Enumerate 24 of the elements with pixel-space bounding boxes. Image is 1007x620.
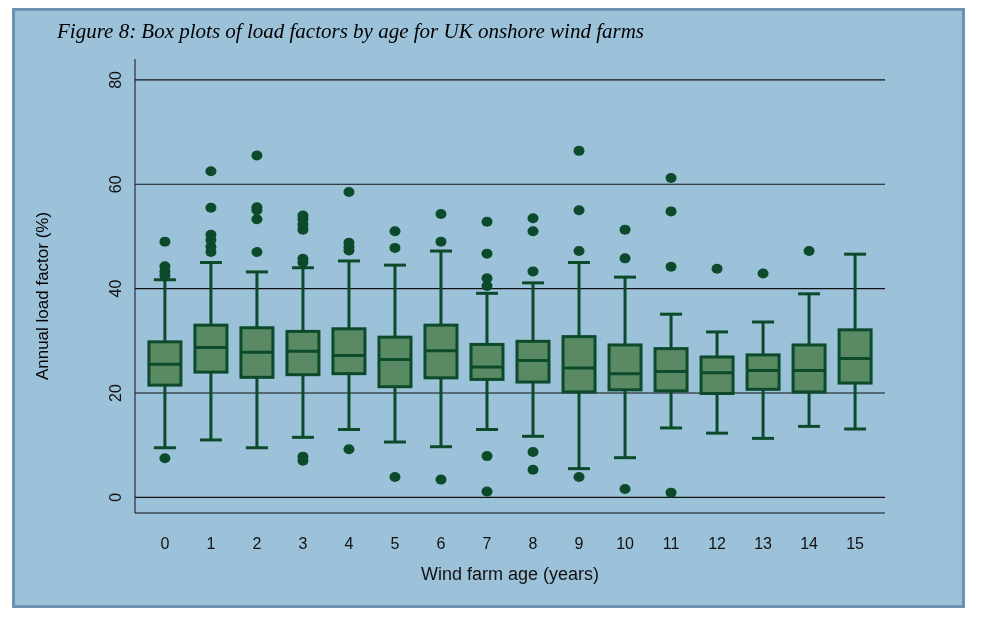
x-tick-label: 10	[616, 535, 635, 552]
y-axis-title: Annual load factor (%)	[33, 211, 53, 381]
x-tick-label: 8	[528, 535, 538, 552]
x-tick-label: 0	[160, 535, 170, 552]
x-tick-label: 6	[436, 535, 446, 552]
chart-title: Figure 8: Box plots of load factors by age for UK onshore wind farms	[56, 18, 645, 45]
x-tick-label: 14	[800, 535, 819, 552]
x-tick-label: 9	[574, 535, 584, 552]
x-axis-title: Wind farm age (years)	[420, 564, 600, 584]
y-tick-label: 0	[107, 492, 124, 502]
x-tick-label: 13	[754, 535, 773, 552]
y-tick-label: 60	[107, 175, 124, 194]
x-tick-label: 3	[298, 535, 308, 552]
x-tick-label: 1	[206, 535, 216, 552]
x-tick-label: 7	[482, 535, 492, 552]
y-tick-label: 20	[107, 383, 124, 402]
x-tick-label: 11	[662, 535, 680, 552]
x-tick-label: 2	[252, 535, 262, 552]
x-tick-label: 15	[846, 535, 865, 552]
y-tick-label: 80	[107, 70, 124, 89]
x-tick-label: 4	[344, 535, 354, 552]
x-tick-label: 5	[390, 535, 400, 552]
x-tick-label: 12	[708, 535, 727, 552]
y-tick-label: 40	[107, 279, 124, 298]
